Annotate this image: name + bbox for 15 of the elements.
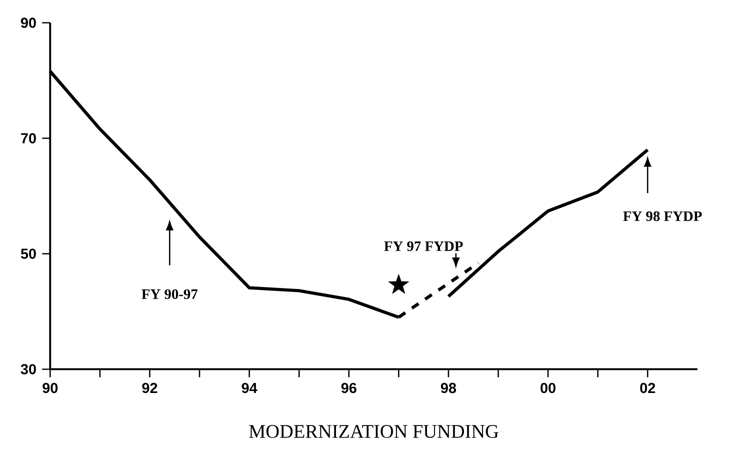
text: FY 90-97	[142, 289, 198, 299]
x-tick-label: 00	[540, 382, 556, 393]
series-label: FY 97 FYDP	[384, 241, 463, 251]
x-tick-label: 02	[640, 382, 656, 393]
y-tick-label: 30	[20, 364, 36, 374]
x-tick-label: 94	[242, 382, 258, 393]
x-tick-label: 98	[440, 382, 456, 393]
text: FY 98 FYDP	[623, 211, 702, 221]
x-tick-label: 96	[341, 382, 356, 393]
x-tick-label: 90	[42, 382, 58, 393]
y-tick-label: 50	[20, 248, 36, 259]
y-tick-label: 90	[20, 17, 36, 28]
text: MODERNIZATION FUNDING	[249, 424, 498, 438]
x-tick-label: 92	[142, 382, 158, 393]
y-tick-label: 70	[21, 132, 36, 144]
